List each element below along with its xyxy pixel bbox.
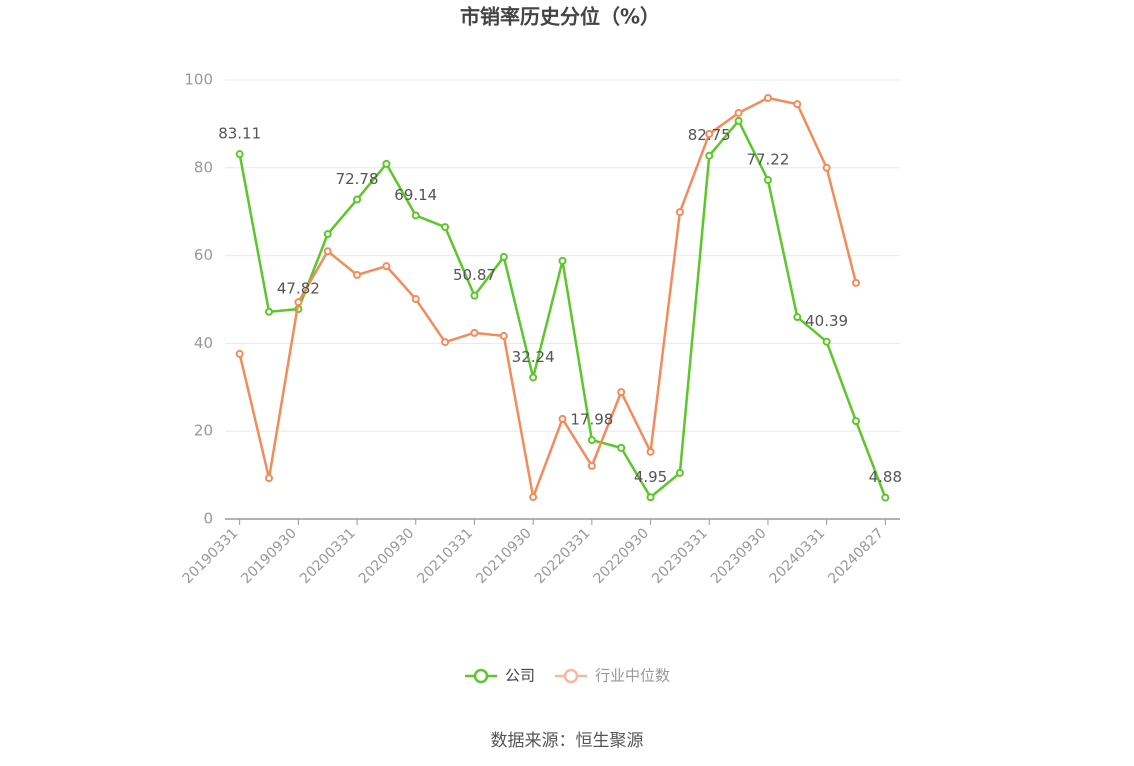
legend-label: 公司: [505, 667, 535, 685]
x-tick-label: 20200331: [297, 525, 359, 587]
data-point: [529, 493, 538, 502]
data-point: [587, 436, 596, 445]
data-point: [705, 129, 714, 138]
x-tick-label: 20190331: [180, 525, 242, 587]
data-point: [617, 388, 626, 397]
data-point: [529, 373, 538, 382]
data-point: [235, 150, 244, 159]
data-point: [675, 208, 684, 217]
data-point: [558, 256, 567, 265]
y-tick-label: 100: [184, 71, 213, 89]
data-point: [235, 349, 244, 358]
legend-item[interactable]: 行业中位数: [555, 667, 670, 685]
data-point: [646, 447, 655, 456]
legend-marker: [473, 668, 489, 684]
legend-marker: [563, 668, 579, 684]
data-point: [587, 461, 596, 470]
x-tick-label: 20210331: [414, 525, 476, 587]
x-tick-label: 20220930: [590, 525, 652, 587]
data-point: [294, 298, 303, 307]
data-point: [499, 252, 508, 261]
data-label: 4.88: [869, 468, 902, 486]
data-point: [734, 108, 743, 117]
data-label: 77.22: [746, 151, 789, 169]
data-point: [793, 313, 802, 322]
x-tick-label: 20190930: [238, 525, 300, 587]
data-point: [822, 337, 831, 346]
data-point: [441, 223, 450, 232]
data-point: [705, 151, 714, 160]
data-label: 32.24: [512, 348, 555, 366]
y-tick-label: 20: [194, 422, 213, 440]
data-point: [411, 211, 420, 220]
legend-label: 行业中位数: [595, 667, 670, 685]
data-point: [675, 468, 684, 477]
x-tick-label: 20230930: [708, 525, 770, 587]
data-label: 40.39: [805, 312, 848, 330]
y-tick-label: 80: [194, 158, 213, 176]
legend-item[interactable]: 公司: [465, 667, 535, 685]
data-label: 72.78: [336, 170, 379, 188]
data-point: [558, 414, 567, 423]
data-point: [470, 291, 479, 300]
y-tick-label: 60: [194, 246, 213, 264]
data-point: [763, 176, 772, 185]
x-tick-label: 20240331: [767, 525, 829, 587]
data-point: [851, 278, 860, 287]
x-tick-label: 20240827: [825, 525, 887, 587]
data-label: 17.98: [570, 411, 613, 429]
data-point: [646, 493, 655, 502]
data-point: [382, 262, 391, 271]
chart-title: 市销率历史分位（%）: [460, 5, 660, 29]
data-point: [499, 331, 508, 340]
data-point: [734, 116, 743, 125]
data-label: 47.82: [277, 280, 320, 298]
data-point: [441, 338, 450, 347]
x-tick-label: 20200930: [356, 525, 418, 587]
data-point: [822, 163, 831, 172]
data-point: [265, 474, 274, 483]
data-point: [411, 295, 420, 304]
data-point: [353, 195, 362, 204]
x-tick-label: 20210930: [473, 525, 535, 587]
source-note: 数据来源：恒生聚源: [491, 731, 644, 751]
data-label: 69.14: [394, 186, 437, 204]
x-tick-label: 20220331: [532, 525, 594, 587]
data-point: [265, 307, 274, 316]
y-tick-label: 40: [194, 334, 213, 352]
data-point: [851, 417, 860, 426]
y-tick-label: 0: [203, 510, 213, 528]
x-tick-label: 20230331: [649, 525, 711, 587]
data-point: [881, 493, 890, 502]
data-point: [382, 159, 391, 168]
data-label: 50.87: [453, 266, 496, 284]
data-point: [323, 230, 332, 239]
data-label: 4.95: [634, 468, 667, 486]
data-point: [793, 100, 802, 109]
series-line: [238, 96, 858, 499]
data-point: [763, 93, 772, 102]
data-label: 83.11: [218, 125, 261, 143]
data-point: [617, 443, 626, 452]
data-point: [323, 247, 332, 256]
data-point: [470, 328, 479, 337]
data-point: [353, 270, 362, 279]
data-label: 82.75: [688, 126, 731, 144]
